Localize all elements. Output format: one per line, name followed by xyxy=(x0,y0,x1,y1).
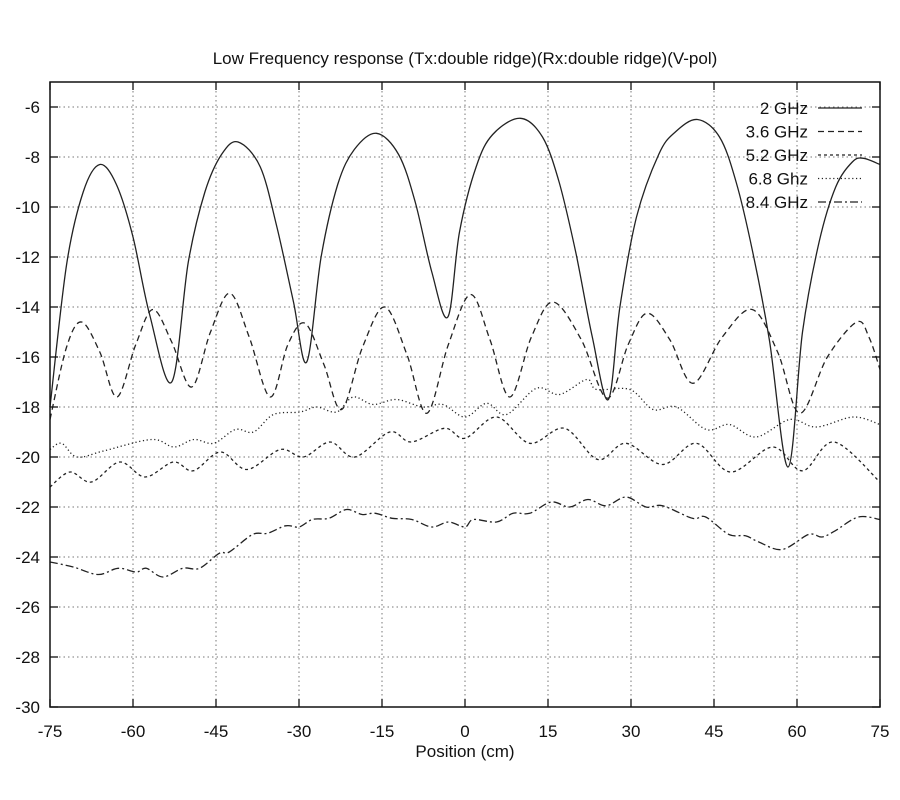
x-tick-label: -30 xyxy=(287,722,312,741)
y-tick-label: -10 xyxy=(15,198,40,217)
legend-label-3-6-ghz: 3.6 GHz xyxy=(746,123,808,142)
y-tick-label: -30 xyxy=(15,698,40,717)
x-tick-label: 45 xyxy=(705,722,724,741)
y-tick-label: -24 xyxy=(15,548,40,567)
x-tick-label: 75 xyxy=(871,722,890,741)
y-tick-label: -12 xyxy=(15,248,40,267)
legend-label-2-ghz: 2 GHz xyxy=(760,99,808,118)
series-line-8-4-ghz xyxy=(49,496,881,578)
legend-label-8-4-ghz: 8.4 GHz xyxy=(746,193,808,212)
series-line-3-6-ghz xyxy=(49,292,881,420)
legend-label-5-2-ghz: 5.2 GHz xyxy=(746,146,808,165)
series-line-5-2-ghz xyxy=(49,416,881,488)
y-tick-label: -28 xyxy=(15,648,40,667)
x-tick-label: -45 xyxy=(204,722,229,741)
x-tick-label: -15 xyxy=(370,722,395,741)
y-tick-label: -14 xyxy=(15,298,40,317)
chart-title: Low Frequency response (Tx:double ridge)… xyxy=(213,49,718,68)
y-tick-label: -16 xyxy=(15,348,40,367)
y-tick-label: -8 xyxy=(25,148,40,167)
y-tick-label: -22 xyxy=(15,498,40,517)
x-tick-label: 30 xyxy=(622,722,641,741)
ticks: -75 -60 -45 -30 -15 0 15 30 45 60 75 -6 -8 -10 -12 -14 -… xyxy=(15,82,889,741)
series-line-2-ghz xyxy=(49,117,881,468)
series-group xyxy=(49,117,881,578)
legend: 2 GHz 3.6 GHz 5.2 GHz 6.8 Ghz 8.4 GHz xyxy=(746,99,862,212)
x-tick-label: 15 xyxy=(539,722,558,741)
y-tick-label: -6 xyxy=(25,98,40,117)
x-tick-label: -75 xyxy=(38,722,63,741)
y-tick-label: -20 xyxy=(15,448,40,467)
x-tick-label: -60 xyxy=(121,722,146,741)
y-tick-label: -18 xyxy=(15,398,40,417)
x-tick-label: 0 xyxy=(460,722,469,741)
grid xyxy=(50,82,880,707)
y-tick-label: -26 xyxy=(15,598,40,617)
x-tick-label: 60 xyxy=(788,722,807,741)
legend-label-6-8-ghz: 6.8 Ghz xyxy=(748,170,808,189)
x-axis-label: Position (cm) xyxy=(415,742,514,761)
